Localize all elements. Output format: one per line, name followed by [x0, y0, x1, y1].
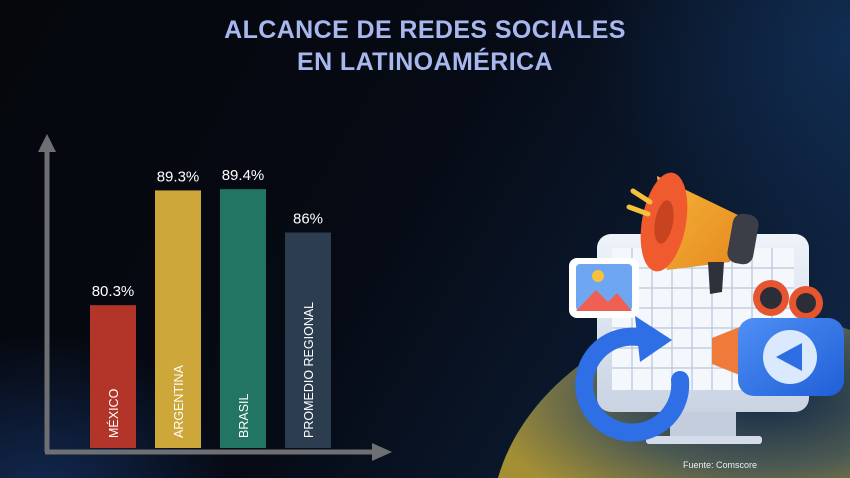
bar — [155, 190, 201, 449]
category-label: PROMEDIO REGIONAL — [302, 302, 316, 438]
page-title: ALCANCE DE REDES SOCIALES EN LATINOAMÉRI… — [0, 14, 850, 78]
data-label: 89.4% — [222, 167, 265, 184]
bar-group: 89.3% ARGENTINA — [155, 168, 201, 449]
bar-group: 86% PROMEDIO REGIONAL — [285, 211, 331, 448]
bar-group: 80.3% MÉXICO — [90, 283, 136, 448]
bar-group: 89.4% BRASIL — [220, 167, 266, 448]
source-note: Fuente: Comscore — [683, 460, 758, 470]
title-line-2: EN LATINOAMÉRICA — [297, 48, 553, 76]
y-axis-arrow — [38, 134, 56, 152]
data-label: 86% — [293, 211, 323, 228]
title-line-1: ALCANCE DE REDES SOCIALES — [224, 16, 626, 44]
category-label: BRASIL — [237, 393, 251, 438]
x-axis-arrow — [372, 443, 392, 461]
refresh-icon — [575, 316, 690, 442]
megaphone-icon — [626, 172, 759, 294]
category-label: MÉXICO — [106, 388, 121, 438]
bar — [220, 189, 266, 448]
play-icon — [763, 330, 817, 384]
chart-axes — [38, 134, 392, 461]
bar — [285, 232, 331, 448]
image-icon — [569, 258, 639, 318]
category-label: ARGENTINA — [172, 364, 186, 438]
data-label: 80.3% — [92, 283, 135, 300]
bar — [90, 305, 136, 448]
data-label: 89.3% — [157, 168, 200, 185]
